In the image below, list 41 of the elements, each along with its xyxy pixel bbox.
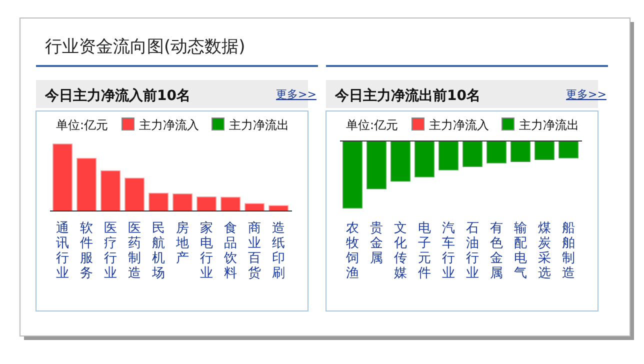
bar: [52, 144, 72, 212]
legend-label: 主力净流入: [429, 118, 489, 132]
text: 更多>>: [276, 88, 316, 101]
text: 更多>>: [566, 88, 606, 101]
bar: [76, 158, 96, 212]
x-tick-label: 农牧饲渔: [345, 221, 359, 281]
bar: [100, 170, 120, 212]
bar: [172, 194, 192, 212]
bar: [268, 205, 288, 212]
x-tick-label: 家电行业: [200, 220, 213, 281]
text: 单位:亿元: [56, 118, 108, 132]
x-tick-label: 造纸印刷: [272, 221, 285, 281]
x-tick-label: 船舶制造: [562, 221, 575, 281]
bar: [244, 203, 264, 212]
x-tick-label: 石油行业: [466, 221, 479, 281]
x-tick-label: 民航机场: [151, 221, 165, 281]
legend-label: 主力净流出: [229, 118, 289, 132]
text: 单位:亿元: [346, 118, 398, 132]
x-tick-label: 食品饮料: [223, 221, 237, 281]
legend-label: 主力净流入: [139, 118, 199, 132]
x-tick-label: 电子元件: [418, 221, 431, 281]
x-tick-label: 医疗行业: [104, 221, 117, 281]
x-tick-label: 贵金属: [370, 221, 383, 266]
chart-title: 今日主力净流入前10名: [44, 87, 190, 104]
bar: [148, 192, 168, 212]
legend-label: 主力净流出: [519, 118, 579, 132]
x-tick-label: 输配电气: [514, 221, 527, 281]
bar: [220, 196, 240, 212]
text: 行业资金流向图(动态数据): [45, 37, 246, 57]
x-tick-label: 汽车行业: [442, 221, 455, 281]
x-tick-label: 商业百货: [248, 221, 261, 281]
bar: [124, 178, 144, 212]
x-tick-label: 有色金属: [490, 221, 503, 281]
x-tick-label: 通讯行业: [56, 221, 69, 281]
chart-title: 今日主力净流出前10名: [334, 87, 480, 104]
x-tick-label: 软件服务: [80, 221, 93, 281]
bar: [196, 196, 216, 212]
x-tick-label: 煤炭采选: [538, 221, 551, 281]
x-tick-label: 文化传媒: [394, 221, 407, 281]
x-tick-label: 医药制造: [128, 221, 141, 281]
x-tick-label: 房地产: [175, 220, 189, 266]
